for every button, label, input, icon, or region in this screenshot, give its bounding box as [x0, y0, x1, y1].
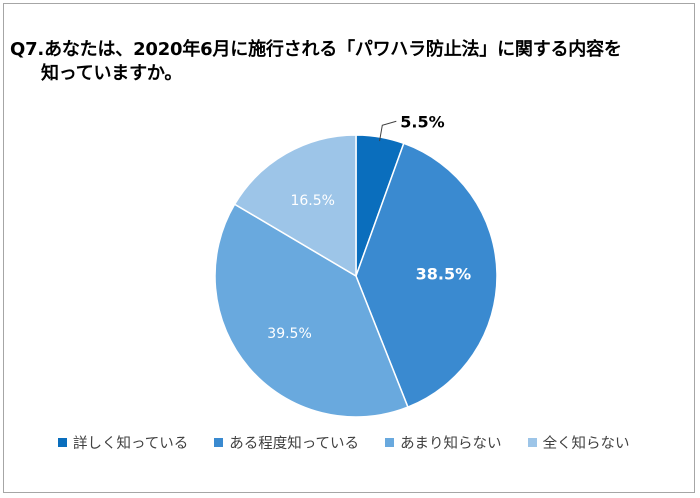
legend-item-0: 詳しく知っている: [58, 432, 188, 453]
pie-slice-1: [355, 142, 498, 409]
legend-swatch-1: [214, 438, 224, 447]
chart-title-line1: Q7.あなたは、2020年6月に施行される「パワハラ防止法」に関する内容を: [10, 39, 622, 60]
chart-title-line2: 知っていますか。: [41, 63, 183, 84]
chart-title: Q7.あなたは、2020年6月に施行される「パワハラ防止法」に関する内容を 知っ…: [10, 38, 690, 86]
legend-label-2: あまり知らない: [400, 436, 502, 452]
legend-item-2: あまり知らない: [385, 432, 502, 453]
pie-slice-3: [233, 134, 357, 278]
pie-label-1: 38.5%: [416, 265, 472, 284]
pie-label-0: 5.5%: [400, 112, 444, 131]
legend-label-3: 全く知らない: [542, 436, 630, 452]
pie-leader-line-0: [379, 120, 397, 142]
pie-slice-2: [214, 203, 409, 418]
legend-item-3: 全く知らない: [527, 432, 630, 453]
chart-legend: 詳しく知っている ある程度知っている あまり知らない 全く知らない: [58, 432, 656, 453]
pie-label-3: 16.5%: [290, 193, 334, 209]
legend-label-0: 詳しく知っている: [73, 436, 189, 452]
legend-swatch-2: [385, 438, 395, 447]
legend-swatch-0: [58, 438, 67, 447]
legend-swatch-3: [527, 438, 537, 447]
legend-item-1: ある程度知っている: [214, 432, 359, 453]
legend-label-1: ある程度知っている: [229, 436, 360, 452]
pie-label-2: 39.5%: [267, 326, 311, 342]
